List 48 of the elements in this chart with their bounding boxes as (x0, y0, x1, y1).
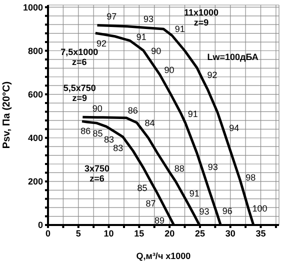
annotation: 93 (143, 14, 154, 24)
x-tick-label: 10 (104, 228, 114, 238)
annotation: 100 (252, 204, 268, 214)
annotation: 96 (222, 206, 232, 216)
series-label: 11x1000 z=9 (184, 7, 219, 28)
annotation: 84 (144, 118, 155, 128)
x-tick-label: 30 (225, 228, 236, 238)
annotation: 97 (106, 12, 117, 22)
annotation: 88 (174, 163, 184, 174)
y-tick-label: 200 (28, 176, 43, 187)
annotation: 90 (92, 103, 102, 114)
x-tick-label: 5 (76, 228, 81, 238)
annotation: 90 (151, 46, 162, 56)
y-axis-title: Psv, Па (20°C) (2, 81, 13, 149)
series-label: 5,5x750 z=9 (63, 83, 96, 104)
annotation: 91 (136, 32, 146, 42)
annotation: 90 (164, 64, 174, 75)
y-tick-label: 800 (28, 46, 43, 56)
annotation: 86 (80, 126, 91, 136)
x-tick-label: 0 (45, 228, 51, 238)
annotation: 85 (137, 182, 148, 193)
x-tick-label: 15 (134, 228, 144, 238)
annotation: 93 (199, 206, 210, 216)
annotation: 98 (246, 172, 256, 182)
y-tick-label: 1000 (22, 2, 43, 12)
annotation: 85 (92, 128, 103, 138)
x-tick-label: 35 (256, 228, 266, 238)
annotation: 87 (146, 198, 156, 208)
annotation: 93 (208, 162, 218, 172)
annotation: 91 (189, 188, 200, 198)
annotation: 89 (154, 215, 165, 226)
text: 3x750 z=6 (84, 163, 110, 184)
annotation: 83 (113, 142, 124, 153)
annotation: 91 (188, 109, 198, 120)
annotation: 92 (207, 70, 218, 80)
series-label: 7,5x1000 z=6 (60, 47, 98, 68)
y-tick-label: 0 (38, 220, 43, 230)
x-axis-title: Q,м³/ч x1000 (136, 251, 191, 261)
y-tick-label: 600 (28, 90, 43, 100)
annotation: 86 (128, 106, 138, 116)
annotation: Lw=100дБА (207, 52, 259, 62)
annotation: 83 (104, 134, 114, 144)
annotation: 91 (174, 24, 185, 34)
x-tick-label: 20 (164, 228, 175, 238)
annotation: 94 (229, 122, 240, 133)
annotation: 92 (96, 38, 107, 48)
y-tick-label: 400 (28, 133, 43, 144)
x-tick-label: 25 (194, 228, 205, 238)
